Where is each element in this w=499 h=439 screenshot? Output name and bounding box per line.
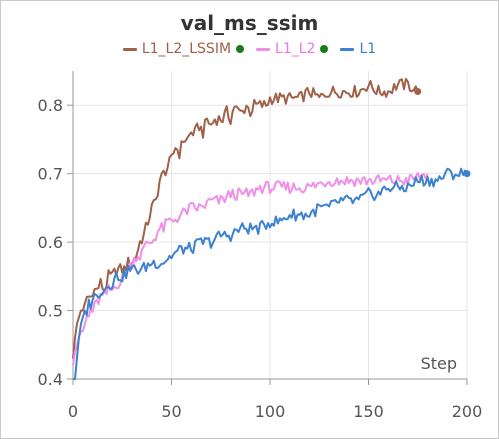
series-line-l1: [73, 167, 468, 380]
series-end-marker-l1-l2-lssim: [414, 88, 422, 96]
legend-swatch-l1: [340, 47, 355, 51]
legend-label-l1-l2-lssim: L1_L2_LSSIM: [141, 41, 232, 57]
legend-item-l1-l2[interactable]: L1_L2: [256, 41, 329, 57]
chart-legend: L1_L2_LSSIM L1_L2 L1: [1, 41, 498, 57]
legend-swatch-l1-l2-lssim: [122, 47, 137, 51]
y-tick-label: 0.7: [38, 165, 63, 184]
legend-swatch-l1-l2: [256, 47, 271, 51]
pinned-dot-icon: [320, 45, 329, 53]
x-tick-label: 100: [255, 402, 286, 421]
x-axis-title: Step: [421, 354, 457, 373]
legend-label-l1-l2: L1_L2: [275, 41, 316, 57]
pinned-dot-icon: [236, 45, 245, 53]
y-tick-label: 0.5: [38, 302, 63, 321]
x-tick-label: 50: [161, 402, 181, 421]
series-line-l1-l2-lssim: [72, 77, 419, 359]
y-tick-label: 0.8: [38, 96, 63, 115]
x-tick-label: 150: [353, 402, 384, 421]
legend-item-l1[interactable]: L1: [340, 41, 376, 57]
axes: [67, 71, 468, 385]
series-lines: [72, 77, 471, 380]
y-tick-label: 0.4: [38, 370, 63, 389]
y-tick-label: 0.6: [38, 233, 63, 252]
x-tick-label: 200: [452, 402, 483, 421]
x-tick-label: 0: [68, 402, 78, 421]
grid-lines: [72, 71, 468, 380]
legend-label-l1: L1: [359, 41, 377, 57]
series-end-marker-l1: [463, 170, 471, 178]
tick-labels: 0.4 0.5 0.6 0.7 0.8 0 50 100 150 200 Step: [38, 96, 483, 421]
legend-item-l1-l2-lssim[interactable]: L1_L2_LSSIM: [122, 41, 245, 57]
chart-title: val_ms_ssim: [180, 11, 319, 35]
